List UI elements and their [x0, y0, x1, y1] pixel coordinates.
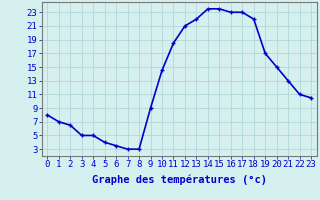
X-axis label: Graphe des températures (°c): Graphe des températures (°c) [92, 175, 267, 185]
